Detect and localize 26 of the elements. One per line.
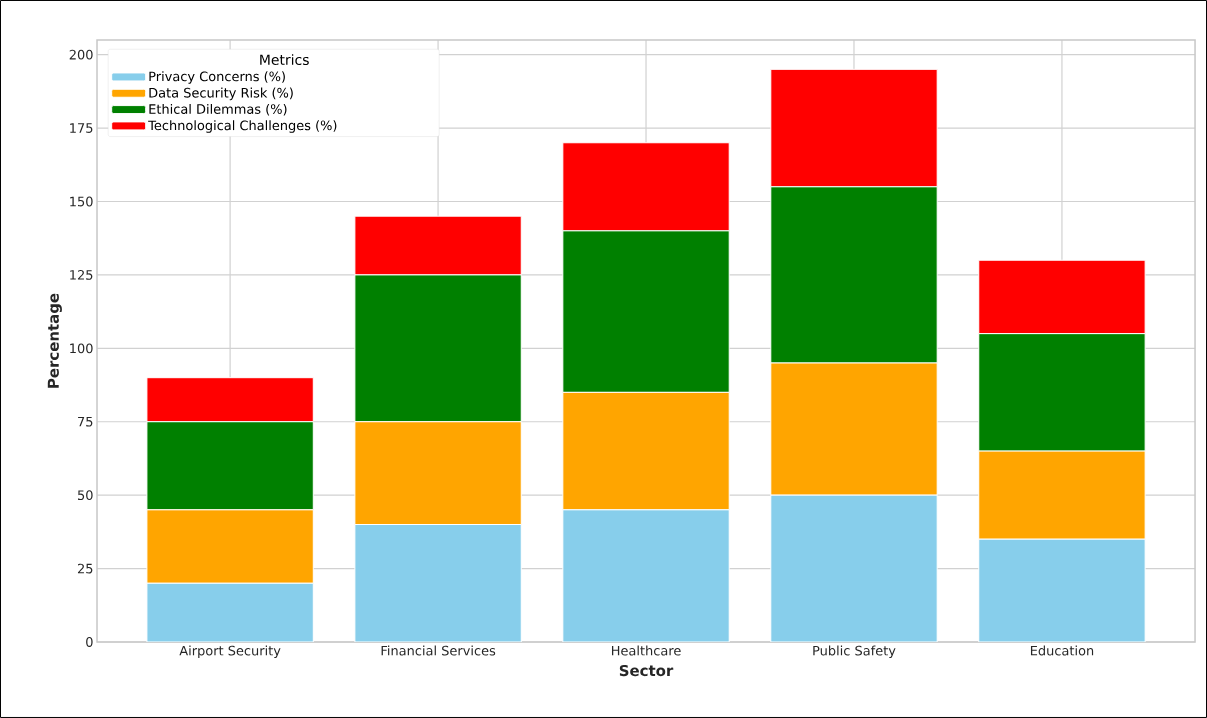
legend-label: Technological Challenges (%) — [148, 120, 337, 133]
x-tick-label: Public Safety — [813, 645, 896, 659]
x-tick-label: Financial Services — [381, 645, 496, 656]
bar — [354, 524, 522, 642]
legend-title: Metrics — [260, 54, 309, 65]
legend-label: Ethical Dilemmas (%) — [149, 103, 287, 116]
x-tick-label: Education — [1030, 645, 1094, 656]
y-axis-title: Percentage — [47, 293, 62, 388]
y-tick-label: 50 — [78, 490, 93, 501]
y-tick-label: 75 — [78, 416, 93, 427]
legend-label: Privacy Concerns (%) — [149, 71, 285, 84]
x-axis-title: Sector — [619, 664, 674, 677]
y-tick-label: 150 — [70, 196, 93, 207]
x-tick-label: Healthcare — [612, 645, 681, 656]
bar — [562, 509, 730, 642]
y-tick-label: 175 — [70, 123, 93, 133]
y-tick-label: 25 — [77, 563, 93, 574]
y-tick-label: 0 — [86, 637, 93, 647]
bar — [770, 494, 938, 642]
legend-label: Data Security Risk (%) — [149, 87, 293, 101]
y-tick-label: 125 — [70, 270, 93, 280]
y-tick-label: 100 — [70, 343, 93, 354]
bar — [978, 538, 1146, 642]
x-tick-label: Airport Security — [179, 645, 281, 659]
bar — [146, 583, 314, 642]
y-tick-label: 200 — [69, 49, 93, 60]
